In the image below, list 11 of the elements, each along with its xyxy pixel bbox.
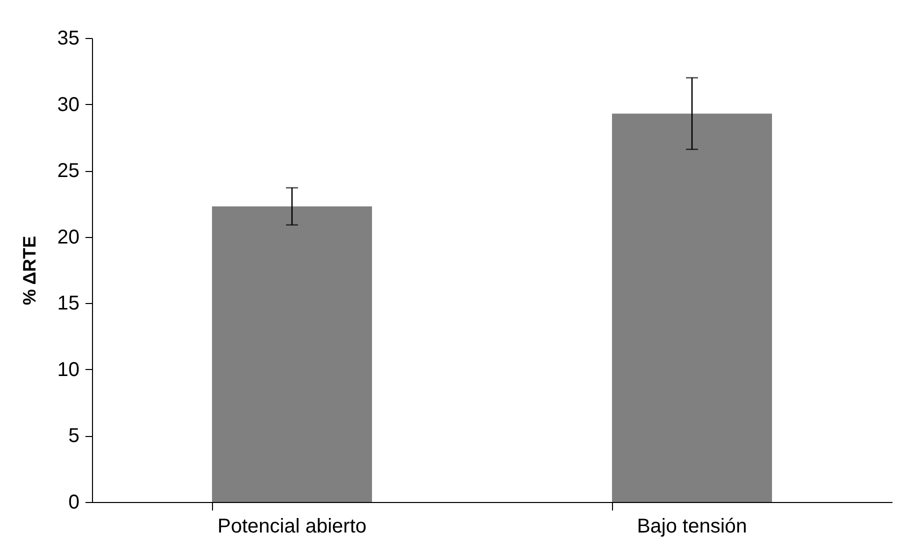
y-tick-label: 0	[68, 492, 80, 514]
x-tick-label: Bajo tensión	[636, 516, 748, 538]
y-tick-label: 30	[57, 94, 80, 116]
y-tick-label: 35	[57, 28, 80, 50]
y-tick-label: 10	[57, 358, 80, 381]
y-tick-label: 25	[57, 160, 80, 182]
x-tick-label: Potencial abierto	[218, 516, 366, 538]
y-tick-label: 20	[57, 226, 80, 248]
y-axis-title: % ΔRTE	[19, 236, 40, 306]
y-tick-label: 15	[57, 292, 80, 315]
y-tick-label: 5	[68, 425, 80, 448]
